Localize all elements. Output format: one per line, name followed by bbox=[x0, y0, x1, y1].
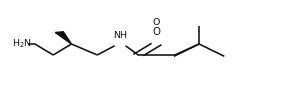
Text: H$_2$N: H$_2$N bbox=[12, 38, 32, 50]
Text: O: O bbox=[153, 26, 161, 37]
Polygon shape bbox=[55, 32, 71, 44]
Text: O: O bbox=[153, 18, 160, 27]
Text: NH: NH bbox=[113, 32, 127, 40]
